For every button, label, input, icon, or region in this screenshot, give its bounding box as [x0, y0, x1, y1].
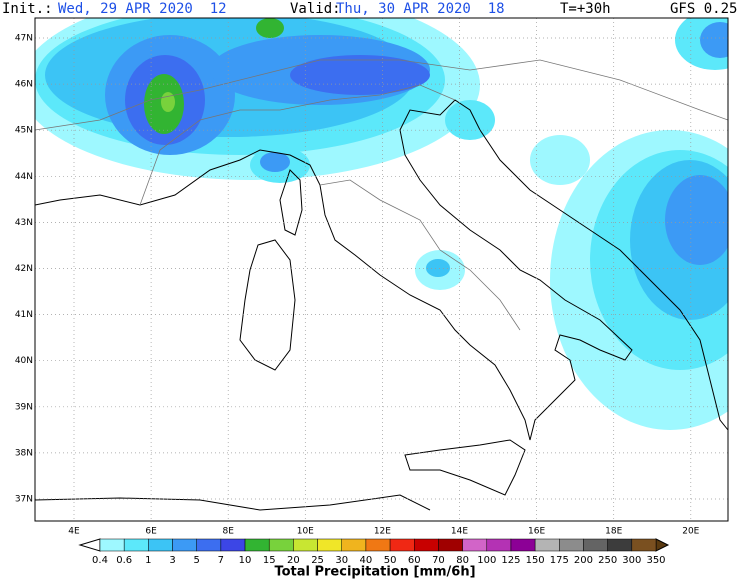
colorbar-swatch — [486, 538, 512, 552]
colorbar-swatch — [341, 538, 367, 552]
lat-label: 40N — [15, 356, 33, 366]
valid-value: Thu, 30 APR 2020 18 — [336, 1, 505, 17]
colorbar-label: 200 — [574, 555, 593, 566]
colorbar-swatch — [583, 538, 608, 552]
colorbar-swatch — [389, 538, 415, 552]
lat-label: 41N — [15, 310, 33, 320]
model-name: GFS 0.25 — [670, 1, 737, 17]
lat-label: 38N — [15, 448, 33, 458]
colorbar-label: 40 — [360, 555, 373, 566]
init-label: Init.: — [2, 1, 53, 17]
colorbar-label: 3 — [169, 555, 175, 566]
init-value: Wed, 29 APR 2020 12 — [58, 1, 227, 17]
colorbar-swatch — [631, 538, 657, 552]
precip-north — [35, 18, 495, 290]
colorbar-label: 20 — [287, 555, 300, 566]
colorbar-swatch — [365, 538, 391, 552]
lat-label: 37N — [15, 495, 33, 505]
colorbar-label: 30 — [335, 555, 348, 566]
colorbar-swatch — [123, 538, 149, 552]
colorbar-label: 0.6 — [116, 555, 132, 566]
lat-label: 45N — [15, 126, 33, 136]
colorbar-swatch — [99, 538, 125, 552]
map-area — [35, 18, 728, 521]
colorbar-swatch — [244, 538, 270, 552]
colorbar-label: 25 — [311, 555, 324, 566]
colorbar-swatch — [317, 538, 342, 552]
lead-time: T=+30h — [560, 1, 611, 17]
colorbar-label: 0.4 — [92, 555, 108, 566]
colorbar-swatch — [293, 538, 318, 552]
lon-label: 4E — [68, 527, 80, 537]
colorbar-under — [78, 538, 101, 552]
colorbar-label: 150 — [526, 555, 545, 566]
colorbar-label: 10 — [239, 555, 252, 566]
colorbar-label: 80 — [456, 555, 469, 566]
colorbar-label: 70 — [432, 555, 445, 566]
colorbar-title: Total Precipitation [mm/6h] — [274, 565, 475, 580]
lon-label: 6E — [145, 527, 157, 537]
colorbar-swatch — [534, 538, 560, 552]
lon-label: 16E — [528, 527, 545, 537]
colorbar: 0.4 0.6 1 3 5 7 10 15 20 25 30 40 50 60 70 80 100 125 150 1… — [78, 538, 670, 566]
colorbar-over — [655, 538, 670, 552]
borders — [35, 59, 728, 331]
lon-label: 12E — [374, 527, 391, 537]
colorbar-swatch — [268, 538, 294, 552]
lon-label: 20E — [682, 527, 699, 537]
lon-label: 14E — [451, 527, 468, 537]
lat-label: 43N — [15, 218, 33, 228]
header: Init.: Wed, 29 APR 2020 12 Valid: Thu, 3… — [2, 1, 737, 17]
valid-label: Valid: — [290, 1, 341, 17]
colorbar-label: 15 — [263, 555, 276, 566]
colorbar-swatch — [414, 538, 439, 552]
lat-label: 47N — [15, 34, 33, 44]
colorbar-swatch — [510, 538, 536, 552]
lat-label: 44N — [15, 172, 33, 182]
colorbar-swatch — [607, 538, 633, 552]
colorbar-label: 175 — [550, 555, 569, 566]
colorbar-label: 60 — [408, 555, 421, 566]
colorbar-label: 7 — [218, 555, 224, 566]
colorbar-label: 125 — [501, 555, 520, 566]
colorbar-swatch — [462, 538, 488, 552]
precip-east — [530, 18, 728, 430]
colorbar-label: 1 — [145, 555, 151, 566]
colorbar-swatch — [172, 538, 197, 552]
colorbar-swatch — [196, 538, 222, 552]
colorbar-swatch — [438, 538, 463, 552]
colorbar-label: 350 — [646, 555, 665, 566]
lat-label: 39N — [15, 402, 33, 412]
colorbar-swatch — [220, 538, 246, 552]
coastlines — [35, 99, 728, 511]
colorbar-swatch — [559, 538, 584, 552]
colorbar-label: 250 — [598, 555, 617, 566]
colorbar-label: 50 — [384, 555, 397, 566]
lat-label: 42N — [15, 264, 33, 274]
map-frame — [34, 17, 729, 522]
lon-label: 10E — [297, 527, 314, 537]
lat-label: 46N — [15, 80, 33, 90]
lon-label: 18E — [605, 527, 622, 537]
lon-label: 8E — [222, 527, 234, 537]
colorbar-label: 5 — [194, 555, 200, 566]
colorbar-label: 100 — [477, 555, 496, 566]
colorbar-label: 300 — [622, 555, 641, 566]
axis-labels: 47N 46N 45N 44N 43N 42N 41N 40N 39N 38N 37N 4E 6E 8E 1… — [15, 34, 700, 537]
colorbar-swatch — [148, 538, 173, 552]
